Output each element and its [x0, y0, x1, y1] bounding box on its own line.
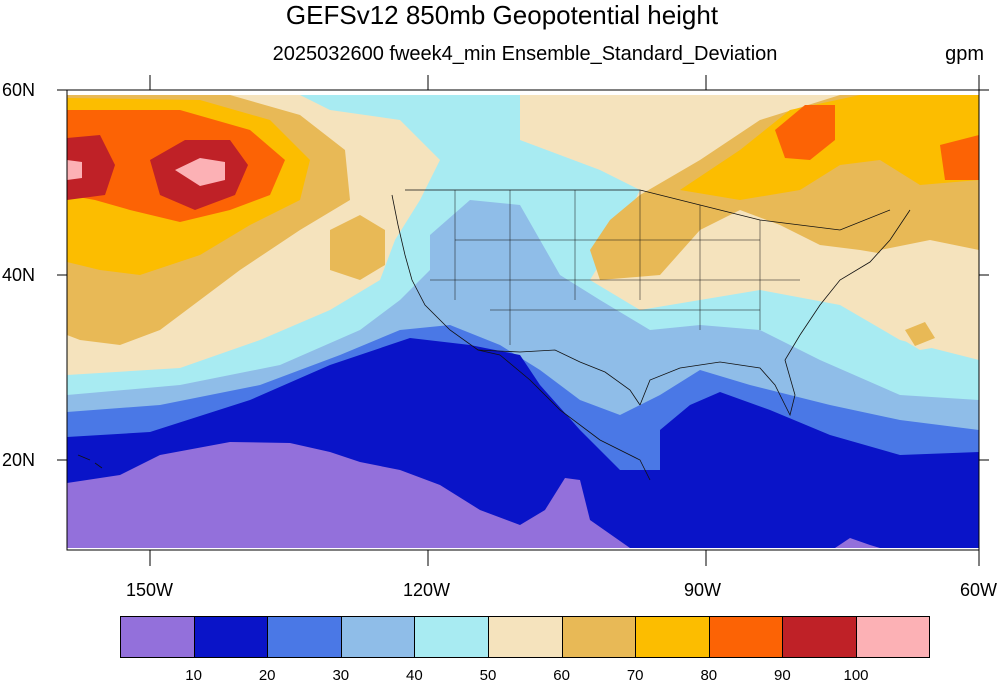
- mexico-coast: [499, 354, 651, 481]
- axis-ticks: [57, 75, 989, 566]
- colorbar-label: 50: [479, 667, 497, 684]
- colorbar-label: 70: [626, 667, 644, 684]
- map-frame: [66, 89, 980, 551]
- us-west-coast: [391, 194, 501, 356]
- band-90-ne: [775, 105, 979, 180]
- colorbar-label: 30: [332, 667, 350, 684]
- chart-title: GEFSv12 850mb Geopotential height: [285, 0, 719, 30]
- band-80-ne: [680, 95, 979, 200]
- state-lines: [430, 190, 800, 345]
- band-100-west: [67, 135, 248, 210]
- boundaries: [77, 189, 911, 481]
- colorbar-label: 100: [843, 667, 869, 684]
- lon-label-60w: 60W: [960, 580, 998, 600]
- colorbar-swatch: [488, 616, 562, 658]
- colorbar-swatch: [708, 616, 783, 658]
- colorbar-label: 60: [553, 667, 570, 684]
- band-60-eastcoast: [870, 240, 979, 350]
- colorbar-swatch: [120, 616, 194, 658]
- colorbar-swatch: [193, 616, 268, 658]
- chart-subtitle: 2025032600 fweek4_min Ensemble_Standard_…: [272, 43, 778, 65]
- hawaii-islands: [77, 454, 103, 469]
- lat-label-60n: 60N: [2, 80, 36, 100]
- colorbar-label: 40: [406, 667, 423, 684]
- colorbar-swatch: [561, 616, 636, 658]
- band-10: [67, 442, 630, 548]
- lat-label-20n: 20N: [2, 450, 36, 470]
- colorbar-label: 10: [185, 667, 202, 684]
- colorbar-swatch: [635, 616, 709, 658]
- colorbar-label: 80: [700, 667, 718, 684]
- units-label: gpm: [945, 43, 984, 65]
- colorbar-swatch: [782, 616, 856, 658]
- colorbar-label: 20: [258, 667, 276, 684]
- band-70-patch: [905, 322, 935, 346]
- colorbar-swatch: [856, 616, 930, 658]
- colorbar-swatch: [340, 616, 415, 658]
- lat-label-40n: 40N: [2, 265, 36, 285]
- colorbar-swatch: [267, 616, 341, 658]
- band-10-east: [835, 538, 880, 548]
- lon-label-90w: 90W: [684, 580, 722, 600]
- us-mexico-border: [477, 349, 641, 406]
- colorbar-label: 90: [774, 667, 791, 684]
- gulf-coast: [639, 334, 801, 417]
- colorbar-swatch: [414, 616, 488, 658]
- lon-label-150w: 150W: [126, 580, 174, 600]
- band-110-west: [67, 158, 225, 186]
- contour-field: [67, 95, 979, 548]
- lon-label-120w: 120W: [403, 580, 451, 600]
- us-east-coast: [799, 209, 911, 336]
- band-70-small: [330, 215, 385, 280]
